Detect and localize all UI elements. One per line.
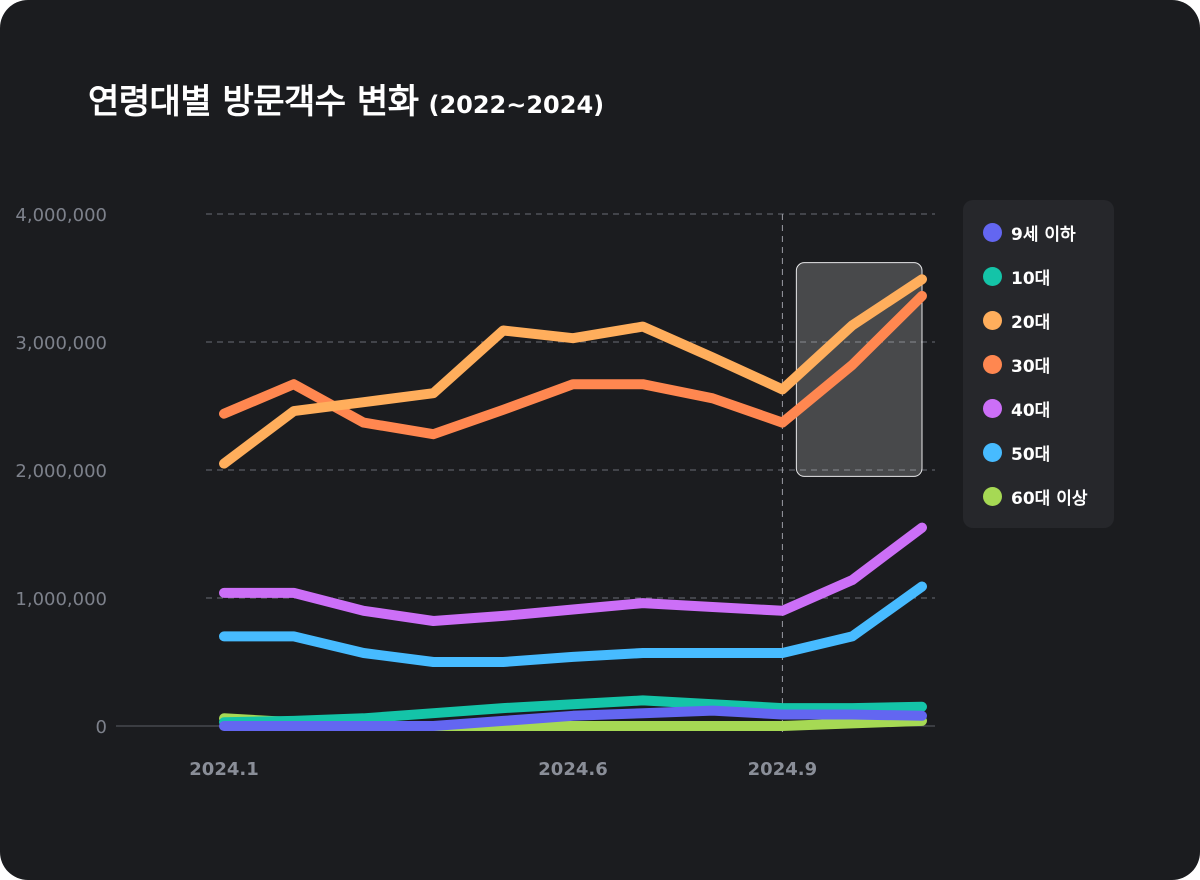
y-tick-label: 1,000,000 bbox=[15, 589, 107, 610]
legend-label: 40대 bbox=[1011, 400, 1051, 421]
series-line-5 bbox=[219, 522, 927, 626]
legend-label: 50대 bbox=[1011, 444, 1051, 465]
legend-item: 20대 bbox=[983, 308, 1051, 333]
chart-title-main: 연령대별 방문객수 변화 bbox=[88, 82, 419, 122]
y-tick-label: 0 bbox=[96, 717, 107, 738]
chart-title: 연령대별 방문객수 변화 (2022~2024) bbox=[88, 74, 604, 123]
legend-item: 9세 이하 bbox=[983, 220, 1076, 245]
legend-label: 60대 이상 bbox=[1011, 488, 1088, 509]
legend-swatch bbox=[983, 442, 1002, 462]
legend-swatch bbox=[983, 222, 1002, 242]
y-tick-label: 2,000,000 bbox=[15, 461, 107, 482]
legend-swatch bbox=[983, 354, 1002, 374]
series-line-3 bbox=[219, 274, 927, 469]
axis-layer: 0 1,000,000 2,000,000 3,000,000 4,000,000 202… bbox=[15, 205, 817, 780]
highlight-box bbox=[795, 262, 923, 477]
legend-label: 20대 bbox=[1011, 312, 1051, 333]
legend-item: 30대 bbox=[983, 352, 1051, 377]
chart-title-sub: (2022~2024) bbox=[428, 91, 605, 119]
legend-swatch bbox=[983, 266, 1002, 286]
series-layer bbox=[219, 274, 927, 731]
legend-item: 60대 이상 bbox=[983, 484, 1088, 509]
legend-label: 30대 bbox=[1011, 356, 1051, 377]
legend-swatch bbox=[983, 398, 1002, 418]
legend-label: 10대 bbox=[1011, 268, 1051, 289]
legend-item: 40대 bbox=[983, 396, 1051, 421]
legend-swatch bbox=[983, 486, 1002, 506]
legend-swatch bbox=[983, 310, 1002, 330]
series-line-1 bbox=[219, 705, 927, 731]
legend-label: 9세 이하 bbox=[1011, 224, 1076, 245]
x-tick-label: 2024.6 bbox=[538, 759, 607, 780]
legend: 9세 이하 10대 20대 30대 40대 50대 60대 이상 bbox=[963, 200, 1114, 528]
x-tick-label: 2024.9 bbox=[748, 759, 817, 780]
x-tick-label: 2024.1 bbox=[189, 759, 258, 780]
highlight-layer bbox=[795, 262, 923, 477]
series-line-2 bbox=[219, 695, 927, 728]
legend-item: 50대 bbox=[983, 440, 1051, 465]
y-tick-label: 3,000,000 bbox=[15, 333, 107, 354]
y-tick-label: 4,000,000 bbox=[15, 205, 107, 226]
legend-item: 10대 bbox=[983, 264, 1051, 289]
series-line-6 bbox=[219, 581, 927, 667]
